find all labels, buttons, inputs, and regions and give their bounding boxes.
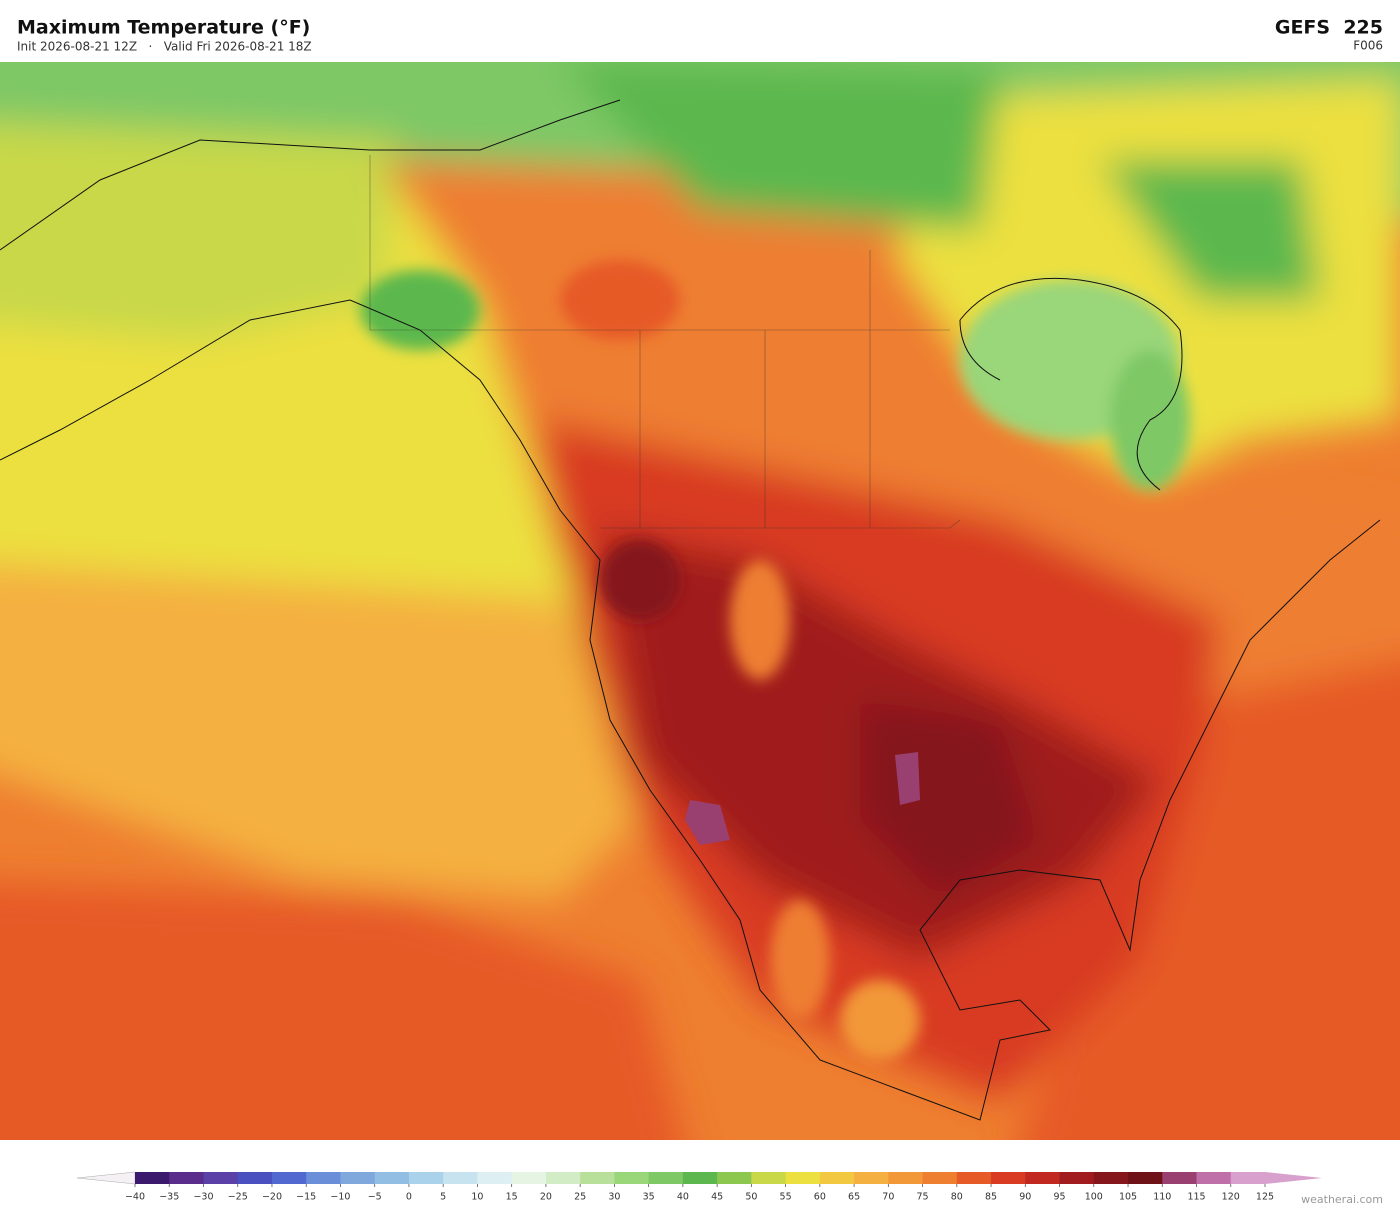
tick-label: 30 — [608, 1192, 620, 1203]
color-bin — [203, 1172, 239, 1184]
color-bin — [1128, 1172, 1163, 1184]
color-bin — [545, 1172, 581, 1184]
color-bin — [854, 1172, 889, 1184]
tick-label: −10 — [330, 1192, 350, 1203]
color-bin — [477, 1172, 513, 1184]
color-bin — [785, 1172, 821, 1184]
tick-label: 45 — [711, 1192, 723, 1203]
tick-label: 35 — [643, 1192, 655, 1203]
tick-label: −15 — [296, 1192, 316, 1203]
tick-label: 10 — [471, 1192, 483, 1203]
color-bin — [580, 1172, 615, 1184]
tick-label: 85 — [985, 1192, 997, 1203]
borders — [369, 155, 961, 529]
color-bin — [682, 1172, 718, 1184]
tick-label: 120 — [1222, 1192, 1240, 1203]
color-bin — [408, 1172, 444, 1184]
tick-label: −25 — [228, 1192, 248, 1203]
color-bin — [511, 1172, 547, 1184]
color-bin — [169, 1172, 204, 1184]
color-bin — [1093, 1172, 1129, 1184]
color-bin — [1059, 1172, 1095, 1184]
tick-label: 70 — [882, 1192, 894, 1203]
color-bin — [1025, 1172, 1061, 1184]
tick-label: 55 — [780, 1192, 792, 1203]
color-bin — [340, 1172, 376, 1184]
color-bin — [922, 1172, 958, 1184]
color-bin — [956, 1172, 992, 1184]
tick-label: 75 — [917, 1192, 929, 1203]
tick-label: 25 — [574, 1192, 586, 1203]
tick-label: 60 — [814, 1192, 826, 1203]
tick-label: 50 — [745, 1192, 757, 1203]
color-bin — [614, 1172, 650, 1184]
tick-label: −30 — [193, 1192, 213, 1203]
color-bin — [1230, 1172, 1266, 1184]
tick-label: 115 — [1187, 1192, 1205, 1203]
tick-label: 15 — [506, 1192, 518, 1203]
tick-label: 100 — [1085, 1192, 1103, 1203]
color-bin — [751, 1172, 787, 1184]
subtitle: Init 2026-08-21 12Z · Valid Fri 2026-08-… — [17, 40, 312, 54]
color-bin — [819, 1172, 855, 1184]
color-bin — [271, 1172, 307, 1184]
tick-label: 80 — [951, 1192, 963, 1203]
tick-label: 95 — [1053, 1192, 1065, 1203]
map — [0, 62, 1400, 1140]
color-bin — [135, 1172, 170, 1184]
forecast-step: F006 — [1353, 39, 1383, 53]
color-bin — [374, 1172, 410, 1184]
tick-label: 20 — [540, 1192, 552, 1203]
watermark: weatherai.com — [1301, 1193, 1383, 1206]
tick-label: −40 — [125, 1192, 145, 1203]
color-bin — [1162, 1172, 1198, 1184]
tick-label: −35 — [159, 1192, 179, 1203]
tick-label: 40 — [677, 1192, 689, 1203]
tick-label: −5 — [368, 1192, 382, 1203]
color-bin — [443, 1172, 478, 1184]
tick-label: −20 — [262, 1192, 282, 1203]
tick-label: 65 — [848, 1192, 860, 1203]
under-arrow — [76, 1171, 136, 1185]
model: GEFS 225 — [1275, 17, 1383, 39]
color-bin — [717, 1172, 752, 1184]
tick-label: 110 — [1153, 1192, 1171, 1203]
color-bin — [991, 1172, 1026, 1184]
color-bin — [648, 1172, 684, 1184]
tick-label: 0 — [406, 1192, 412, 1203]
over-arrow — [1265, 1172, 1322, 1184]
title: Maximum Temperature (°F) — [17, 17, 310, 39]
tick-label: 125 — [1256, 1192, 1274, 1203]
color-bin — [1196, 1172, 1232, 1184]
tick-label: 5 — [440, 1192, 446, 1203]
color-bin — [237, 1172, 273, 1184]
color-bin — [306, 1172, 341, 1184]
tick-label: 105 — [1119, 1192, 1137, 1203]
coastline — [0, 99, 1381, 1121]
color-bin — [888, 1172, 924, 1184]
colorbar: −40 −35 −30 −25 −20 −15 −10 −5 0 5 10 15 20 25 30 35 40 4… — [76, 1171, 1322, 1203]
tick-label: 90 — [1019, 1192, 1031, 1203]
